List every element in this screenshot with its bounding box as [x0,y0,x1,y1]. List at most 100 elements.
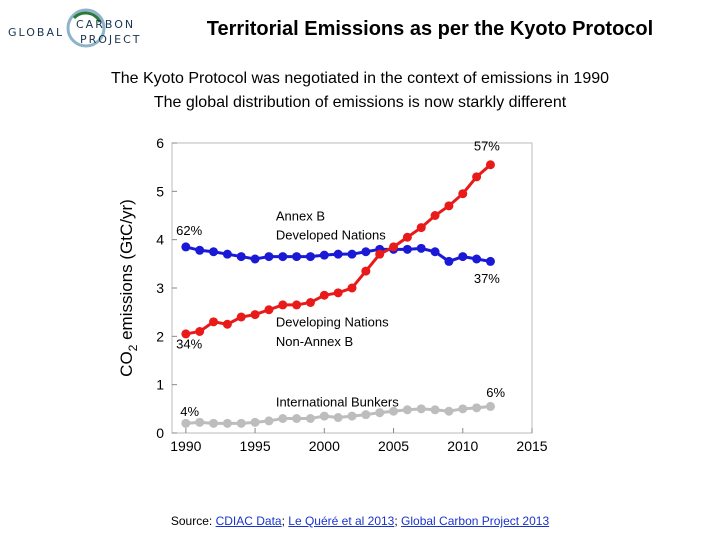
data-point-developing-nations-non-annex-b [319,290,329,300]
x-tick-label: 2010 [447,438,478,454]
x-tick-label: 2015 [516,438,547,454]
data-point-annex-b-developed-nations [430,247,440,257]
y-tick-label: 4 [156,232,164,248]
data-point-annex-b-developed-nations [333,249,343,259]
data-point-international-bunkers [222,418,232,428]
data-point-international-bunkers [389,406,399,416]
data-point-international-bunkers [472,403,482,413]
cdiac-data-link[interactable]: CDIAC Data [215,514,282,528]
data-point-developing-nations-non-annex-b [485,160,495,170]
source-separator-2: ; [394,514,402,528]
data-point-developing-nations-non-annex-b [222,319,232,329]
page-title: Territorial Emissions as per the Kyoto P… [206,18,654,40]
data-point-international-bunkers [416,404,426,414]
logo-circle-icon [66,8,106,48]
data-point-international-bunkers [250,417,260,427]
subtitle-line-1: The Kyoto Protocol was negotiated in the… [110,70,610,87]
chart-annotation: 57% [474,138,500,153]
chart-annotation: Annex B [276,208,325,223]
chart-annotation: 37% [474,271,500,286]
data-point-annex-b-developed-nations [416,243,426,253]
data-point-international-bunkers [319,411,329,421]
y-tick-label: 2 [156,328,164,344]
data-point-developing-nations-non-annex-b [347,283,357,293]
x-tick-label: 1995 [239,438,270,454]
y-tick-label: 0 [156,425,164,441]
y-tick-label: 6 [156,135,164,151]
data-point-annex-b-developed-nations [292,252,302,262]
data-point-annex-b-developed-nations [222,249,232,259]
data-point-developing-nations-non-annex-b [430,211,440,220]
data-point-international-bunkers [402,405,412,415]
data-point-international-bunkers [375,408,385,418]
data-point-developing-nations-non-annex-b [416,223,426,233]
data-point-annex-b-developed-nations [195,245,205,255]
data-point-developing-nations-non-annex-b [458,189,468,199]
data-point-international-bunkers [430,405,440,415]
data-point-international-bunkers [195,417,205,427]
chart-annotation: International Bunkers [276,394,399,409]
data-point-developing-nations-non-annex-b [375,249,385,259]
source-footer: Source: CDIAC Data; Le Quéré et al 2013;… [0,514,720,528]
logo-word-carbon: CARBON [76,18,136,31]
data-point-international-bunkers [458,404,468,414]
chart-annotation: Non-Annex B [276,334,353,349]
chart-annotation: 4% [180,404,199,419]
data-point-developing-nations-non-annex-b [389,242,399,252]
data-point-developing-nations-non-annex-b [195,327,205,336]
data-point-international-bunkers [333,413,343,423]
data-point-annex-b-developed-nations [485,256,495,266]
data-point-annex-b-developed-nations [361,247,371,257]
global-carbon-project-logo: GLOBAL CARBON PROJECT [4,4,144,52]
data-point-international-bunkers [278,414,288,423]
data-point-international-bunkers [292,414,302,423]
data-point-annex-b-developed-nations [347,249,357,259]
data-point-annex-b-developed-nations [402,244,412,254]
le-quere-link[interactable]: Le Quéré et al 2013 [288,514,395,528]
series-line-developing-nations-non-annex-b [185,163,492,336]
data-point-annex-b-developed-nations [236,252,246,262]
x-tick-label: 2000 [309,438,340,454]
chart-annotation: Developed Nations [276,228,386,243]
data-point-developing-nations-non-annex-b [278,300,288,310]
data-point-developing-nations-non-annex-b [472,172,482,182]
chart-annotation: Developing Nations [276,315,389,330]
data-point-developing-nations-non-annex-b [361,266,371,276]
data-point-developing-nations-non-annex-b [305,298,315,307]
source-prefix: Source: [170,514,216,528]
data-point-developing-nations-non-annex-b [402,232,412,242]
data-point-developing-nations-non-annex-b [444,201,454,211]
data-point-developing-nations-non-annex-b [333,288,343,298]
source-separator-1: ; [281,514,289,528]
data-point-international-bunkers [444,406,454,416]
data-point-international-bunkers [209,418,219,428]
logo-word-global: GLOBAL [8,26,65,39]
data-point-annex-b-developed-nations [458,252,468,262]
data-point-international-bunkers [236,418,246,428]
data-point-annex-b-developed-nations [444,256,454,266]
data-point-developing-nations-non-annex-b [181,329,191,339]
x-tick-label: 1990 [170,438,201,454]
data-point-international-bunkers [264,416,274,426]
x-tick-label: 2005 [378,438,409,454]
chart-annotation: 6% [486,385,505,400]
logo-word-project: PROJECT [80,33,142,46]
y-axis-label: CO2 emissions (GtC/yr) [117,199,140,377]
data-point-annex-b-developed-nations [181,242,191,252]
data-point-international-bunkers [361,410,371,420]
subtitle-line-2: The global distribution of emissions is … [153,94,567,111]
y-tick-label: 1 [156,377,164,393]
data-point-developing-nations-non-annex-b [209,317,219,327]
data-point-international-bunkers [485,401,495,411]
global-carbon-project-link[interactable]: Global Carbon Project 2013 [401,514,550,528]
y-tick-label: 5 [156,183,164,199]
chart-annotation: 34% [176,336,202,351]
data-point-international-bunkers [181,418,191,428]
chart-annotation: 62% [176,223,202,238]
data-point-annex-b-developed-nations [250,254,260,264]
data-point-annex-b-developed-nations [319,250,329,260]
data-point-annex-b-developed-nations [278,252,288,262]
data-point-developing-nations-non-annex-b [292,300,302,310]
data-point-developing-nations-non-annex-b [250,310,260,320]
